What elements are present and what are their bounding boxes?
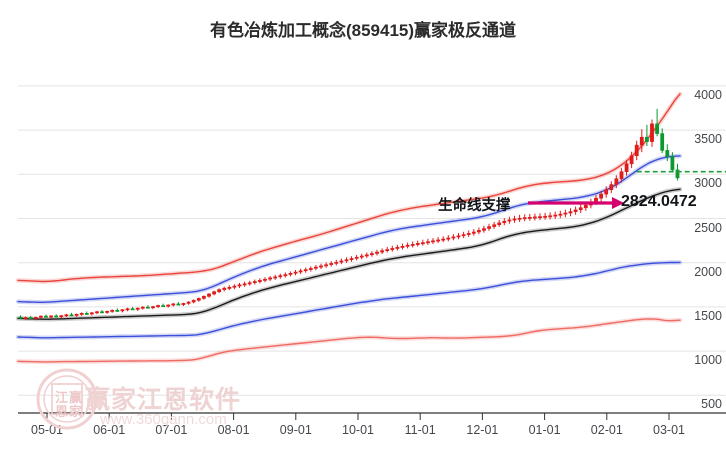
- y-tick-label: 4000: [694, 87, 722, 102]
- x-tick-label: 12-01: [466, 423, 499, 437]
- watermark-url: www.360gann.com: [100, 411, 227, 428]
- y-tick-label: 3500: [694, 132, 722, 147]
- channel-bands: [15, 91, 683, 365]
- x-tick-label: 09-01: [279, 423, 312, 437]
- axis-lines-and-ticks: [18, 412, 726, 420]
- seal-character: 恩: [55, 404, 69, 419]
- x-tick-label: 08-01: [217, 423, 250, 437]
- watermark-brand: 赢家江恩软件: [85, 386, 242, 414]
- x-tick-label: 07-01: [155, 423, 188, 437]
- x-tick-label: 11-01: [404, 423, 436, 437]
- watermark-seal-icon: 江恩赢家: [36, 368, 98, 430]
- y-tick-label: 500: [701, 397, 722, 412]
- page-title: 有色冶炼加工概念(859415)赢家极反通道: [209, 21, 517, 40]
- grid-lines: [18, 85, 726, 396]
- y-tick-label: 3000: [694, 176, 722, 191]
- y-tick-label: 1000: [694, 353, 722, 368]
- x-tick-label: 06-01: [93, 423, 126, 437]
- candlestick-series: [18, 108, 680, 321]
- x-tick-label: 02-01: [590, 423, 623, 437]
- x-tick-label: 01-01: [528, 423, 561, 437]
- y-tick-label: 2000: [694, 264, 722, 279]
- seal-character: 家: [69, 404, 83, 419]
- x-tick-label: 10-01: [342, 423, 374, 437]
- annotation-label: 生命线支撑: [438, 198, 511, 214]
- seal-character: 江: [55, 390, 69, 405]
- y-tick-label: 2500: [694, 220, 722, 235]
- annotation-arrow: [528, 197, 624, 209]
- x-tick-label: 03-01: [653, 423, 685, 437]
- seal-circle-icon: [36, 368, 98, 430]
- y-tick-label: 1500: [694, 308, 722, 323]
- seal-character: 赢: [69, 390, 83, 405]
- annotation-value: 2824.0472: [621, 193, 697, 210]
